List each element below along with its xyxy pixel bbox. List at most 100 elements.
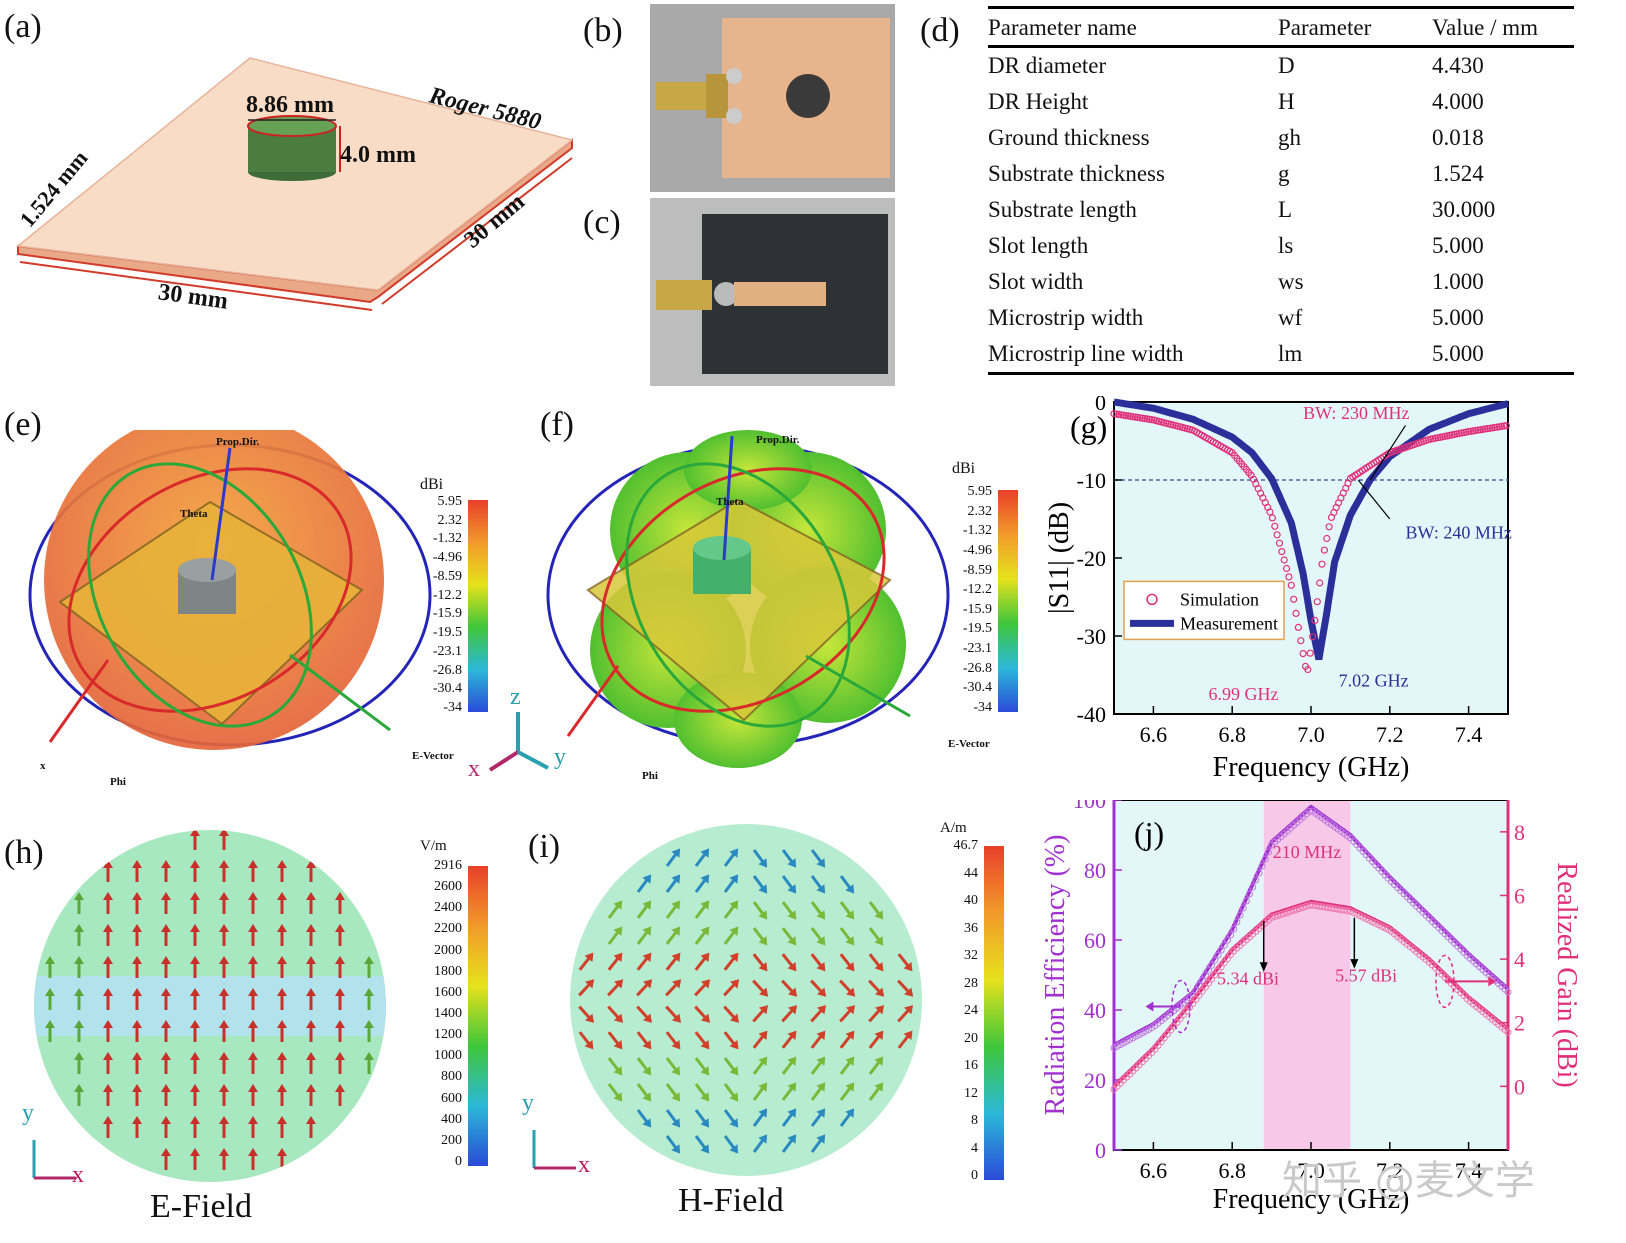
hfield-arrowhead xyxy=(642,1013,653,1023)
x-tick-label: 7.2 xyxy=(1376,1158,1404,1183)
fabricated-bottom-illustration xyxy=(650,198,895,386)
efield-arrowhead xyxy=(277,956,287,964)
hfield-arrowhead xyxy=(816,858,826,868)
parameter-table: Parameter name Parameter Value / mm DR d… xyxy=(988,6,1574,375)
hfield-arrowhead xyxy=(671,1092,681,1102)
hfield-arrow xyxy=(636,1005,653,1023)
hfield-arrowhead xyxy=(816,962,826,972)
efield-arrowhead xyxy=(161,1116,171,1124)
panel-label-c: (c) xyxy=(583,204,621,241)
y-tick-label: 0 xyxy=(1095,1138,1106,1163)
colorbar-h xyxy=(468,866,488,1166)
table-header-row: Parameter name Parameter Value / mm xyxy=(988,6,1574,48)
hfield-arrow xyxy=(665,979,682,997)
colorbar-tick-label: -15.9 xyxy=(432,606,462,622)
efield-arrowhead xyxy=(219,1148,229,1156)
hfield-arrowhead xyxy=(642,952,652,962)
hfield-arrow xyxy=(694,874,710,893)
legend-box xyxy=(1123,580,1285,641)
hfield-arrow-shaft xyxy=(781,953,794,968)
highlight-band xyxy=(1263,800,1351,1150)
efield-arrowhead xyxy=(103,1052,113,1060)
hfield-arrowhead xyxy=(787,1056,797,1066)
hfield-arrowhead xyxy=(671,1144,681,1154)
colorbar-tick-label: -4.96 xyxy=(432,550,462,566)
hfield-arrow-shaft xyxy=(897,979,911,994)
legend: Simulation Measurement xyxy=(1123,580,1285,641)
hfield-arrow xyxy=(607,979,624,997)
hfield-arrow xyxy=(636,874,652,893)
efield-arrowhead xyxy=(190,830,200,836)
dr-height-label: 4.0 mm xyxy=(340,142,416,168)
hfield-arrowhead xyxy=(729,1040,739,1050)
efield-arrowhead xyxy=(306,860,316,868)
x-axis-label: Frequency (GHz) xyxy=(1213,1184,1410,1215)
hfield-arrow xyxy=(694,848,710,867)
hfield-arrow-shaft xyxy=(636,1005,650,1020)
colorbar-tick-label: -30.4 xyxy=(432,681,462,697)
series-efficiency-point xyxy=(1242,897,1250,905)
hfield-arrow-shaft xyxy=(839,875,852,890)
hfield-arrow xyxy=(781,901,797,920)
efield-caption: E-Field xyxy=(150,1188,252,1225)
efield-arrowhead xyxy=(335,1084,345,1092)
hfield-arrow-shaft xyxy=(665,1031,678,1046)
hfield-arrowhead xyxy=(787,962,797,972)
hfield-arrow-shaft xyxy=(723,1057,736,1072)
series-simulation-point xyxy=(1465,427,1473,436)
hfield-arrowhead xyxy=(816,884,826,894)
hfield-arrow xyxy=(723,874,739,893)
hfield-arrowhead xyxy=(584,1013,595,1023)
series-simulation-point xyxy=(1320,546,1328,554)
series-gain-point xyxy=(1268,914,1276,921)
colorbar-tick-label: 24 xyxy=(964,1003,978,1018)
hfield-arrow-shaft xyxy=(752,979,766,994)
hfield-arrow xyxy=(868,1005,885,1023)
hfield-arrowhead xyxy=(758,1005,769,1015)
series-efficiency-point xyxy=(1227,931,1235,939)
hfield-arrow xyxy=(578,952,594,971)
hfield-arrowhead xyxy=(671,1013,682,1023)
efield-arrowhead xyxy=(306,1116,316,1124)
hfield-arrow-shaft xyxy=(723,852,736,867)
hfield-arrowhead xyxy=(845,962,855,972)
hfield-arrow xyxy=(723,926,739,945)
panel-label-j: (j) xyxy=(1134,815,1164,851)
efield-arrowhead xyxy=(190,1052,200,1060)
hfield-arrowhead xyxy=(584,952,594,962)
series-efficiency-point xyxy=(1504,988,1512,996)
efield-arrowhead xyxy=(306,988,316,996)
table-cell: 5.000 xyxy=(1432,233,1484,258)
hfield-arrowhead xyxy=(874,1005,885,1015)
hfield-arrowhead xyxy=(817,987,827,997)
hfield-arrowhead xyxy=(759,987,769,997)
hfield-arrow xyxy=(636,1083,652,1102)
hfield-axis-x: x xyxy=(578,1152,590,1178)
hfield-arrow xyxy=(810,1005,827,1023)
efield-arrowhead xyxy=(248,924,258,932)
hfield-arrow xyxy=(694,926,710,945)
series-efficiency-point xyxy=(1236,911,1244,919)
hfield-arrow xyxy=(752,927,768,946)
hfield-arrow-shaft xyxy=(636,1109,649,1124)
hfield-arrow xyxy=(868,979,885,997)
efield-arrowhead xyxy=(45,956,55,964)
y-tick-label: -20 xyxy=(1077,546,1106,571)
hfield-arrow xyxy=(607,1031,623,1050)
efield-arrowhead xyxy=(74,1084,84,1092)
hfield-arrow-shaft xyxy=(781,1138,794,1153)
hfield-arrow xyxy=(839,927,855,946)
series-simulation-point xyxy=(1266,508,1274,516)
hfield-arrow xyxy=(694,1109,710,1128)
colorbar-tick-label: 40 xyxy=(964,893,978,908)
hfield-arrowhead xyxy=(701,979,711,989)
hfield-arrow xyxy=(665,848,681,867)
colorbar-tick-label: -34 xyxy=(973,700,992,715)
y-tick-label: 20 xyxy=(1084,1068,1106,1093)
hfield-arrow xyxy=(636,1057,652,1076)
table-row: DR diameter D 4.430 xyxy=(988,47,1574,85)
hfield-arrowhead xyxy=(671,1040,681,1050)
efield-arrowhead xyxy=(335,1052,345,1060)
hfield-arrowhead xyxy=(700,874,710,884)
hfield-arrow xyxy=(868,901,884,920)
